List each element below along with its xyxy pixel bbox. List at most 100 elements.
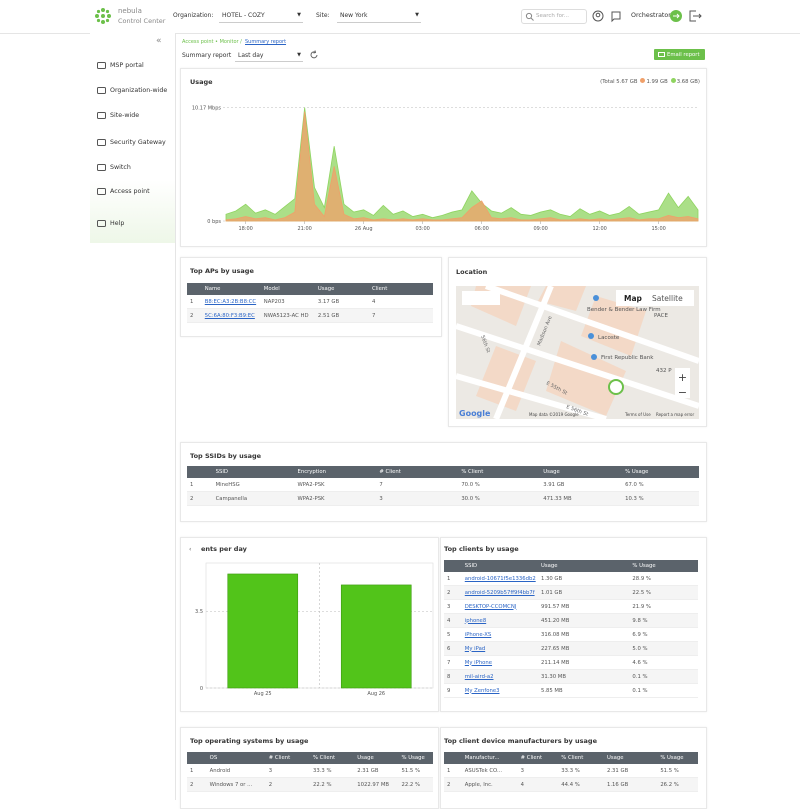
table-cell[interactable]: B8:EC:A3:2B:B8:CC [201, 295, 261, 309]
table-cell: 2.31 GB [603, 764, 658, 778]
user-name[interactable]: Orchestrator [631, 12, 671, 19]
table-cell: 51.5 % [398, 764, 433, 778]
org-select[interactable]: HOTEL - COZY ▼ [219, 9, 303, 23]
collapse[interactable]: « [156, 36, 162, 46]
map-tools[interactable] [462, 291, 500, 305]
breadcrumb: Access point • Monitor / [182, 39, 242, 45]
header-cell [187, 466, 213, 478]
zoom-controls[interactable] [675, 368, 690, 398]
table-cell: 2 [444, 777, 462, 792]
table-cell[interactable]: My iPad [461, 641, 538, 656]
back-arrow: ‹ [189, 546, 191, 553]
mail-icon [658, 52, 665, 57]
table-body: 1 Android 3 33.3 % 2.31 GB 51.5 % 2 Windows 7 o… [187, 764, 433, 792]
email-report-button[interactable]: Email report [654, 49, 705, 60]
table-cell: 7 [369, 308, 433, 323]
account-icons[interactable] [592, 9, 626, 23]
nav-item[interactable]: Access point [96, 186, 172, 197]
header-cell: % Usage [629, 560, 698, 572]
place-label: 432 P [656, 368, 672, 374]
table-cell: 1.16 GB [603, 777, 658, 792]
clients-chart: ents per day ‹ 0 3.5 Aug 25 Aug 26 [189, 545, 434, 697]
table-cell[interactable]: 5C:6A:80:F3:B9:EC [201, 308, 261, 323]
brand-sub: Control Center [118, 17, 166, 25]
table-head: SSID Encryption # Client% Client Usage% Usa… [187, 466, 699, 478]
header-cell: SSID [212, 466, 295, 478]
clients-per-day-panel: ents per day ‹ 0 3.5 Aug 25 Aug 26 [180, 537, 439, 712]
caret: ▼ [297, 52, 301, 58]
table-cell: 2 [187, 491, 213, 506]
legend-swatch [670, 78, 676, 83]
header-cell: Usage [540, 466, 623, 478]
table-cell: 0.1 % [629, 669, 698, 684]
table-cell: 6.9 % [629, 627, 698, 642]
table-cell[interactable]: android-10671f5e1336db2 [461, 572, 538, 586]
legend-total: (Total 5.67 GB [600, 79, 638, 85]
nav-item[interactable]: Site-wide [96, 110, 172, 121]
table-cell: 211.14 MB [537, 655, 630, 670]
table-row: 1 B8:EC:A3:2B:B8:CC NAP203 3.17 GB 4 [187, 295, 433, 309]
panel-title: Top SSIDs by usage [190, 452, 262, 460]
map[interactable]: Map Satellite + − Bender & Bender Law Fi… [456, 286, 699, 419]
nav-icon [97, 188, 106, 195]
table-cell: 3 [517, 764, 559, 778]
x-tick-label: 03:00 [415, 226, 429, 232]
data-table: OS # Client% Client Usage% Usage 1 Android 3 3… [187, 752, 433, 792]
table-cell: 22.5 % [629, 585, 698, 600]
table-cell: 8 [444, 669, 462, 684]
refresh[interactable] [309, 50, 319, 60]
site-select[interactable]: New York ▼ [337, 9, 421, 23]
satellite-button[interactable]: Satellite [652, 294, 683, 303]
nav-item[interactable]: Switch [96, 162, 172, 173]
table-cell[interactable]: My iPhone [461, 655, 538, 670]
nav-item[interactable]: Help [96, 218, 172, 229]
table-cell[interactable]: android-5209b57ff9f4bb7f [461, 585, 538, 600]
usage-panel: Usage (Total 5.67 GB 1.99 GB 3.68 GB) 0 bp… [180, 68, 707, 247]
place-label: Bender & Bender Law Firm [587, 307, 661, 313]
search-icon [525, 12, 534, 21]
nav-item[interactable]: MSP portal [96, 60, 172, 71]
place-label: PACE [654, 313, 668, 319]
map-type-toggle[interactable] [616, 290, 694, 306]
table-cell[interactable]: DESKTOP-CCOMCNJ [461, 599, 538, 614]
table-cell: 7 [376, 478, 459, 492]
table-row: 2 Apple, Inc. 4 44.4 % 1.16 GB 26.2 % [444, 777, 698, 792]
table-cell: ASUSTek CO... [461, 764, 518, 778]
period-select[interactable]: Last day ▼ [235, 49, 303, 62]
table-cell[interactable]: mil-aird-a2 [461, 669, 538, 684]
map-footer[interactable]: Report a map error [656, 412, 694, 417]
search-box[interactable]: Search for... [521, 9, 587, 24]
table-cell: 991.57 MB [537, 599, 630, 614]
table-row: 9 My Zenfone3 5.85 MB 0.1 % [444, 683, 698, 698]
header-cell: OS [206, 752, 266, 764]
table-cell: Windows 7 or ... [206, 777, 266, 792]
zoom-in[interactable]: + [678, 371, 687, 384]
table-cell: 33.3 % [558, 764, 604, 778]
breadcrumb-link[interactable]: Summary report [245, 39, 287, 45]
map-button[interactable]: Map [624, 294, 643, 303]
table-cell[interactable]: iPhone-XS [461, 627, 538, 642]
nav-item[interactable]: Security Gateway [96, 137, 172, 148]
nav-item[interactable]: Organization-wide [96, 85, 172, 96]
header-cell: Usage [603, 752, 658, 764]
nav-icon [97, 112, 106, 119]
table-cell: Android [206, 764, 266, 778]
street-label: 56th St [479, 335, 491, 354]
user-actions[interactable] [669, 9, 703, 23]
table-cell: WPA2-PSK [294, 478, 377, 492]
header-cell: Manufactur... [461, 752, 518, 764]
zoom-out[interactable]: − [678, 386, 687, 399]
header-cell: Usage [314, 283, 369, 295]
site-value: New York [340, 12, 368, 19]
table-cell: 22.2 % [398, 777, 433, 792]
panel-title: Top client device manufacturers by usage [444, 737, 597, 745]
table-cell: 2 [265, 777, 310, 792]
table-cell[interactable]: My Zenfone3 [461, 683, 538, 698]
table-row: 8 mil-aird-a2 31.30 MB 0.1 % [444, 669, 698, 684]
table-cell: 227.65 MB [537, 641, 630, 656]
map-footer[interactable]: Terms of Use [624, 412, 651, 417]
nav-label: Site-wide [110, 111, 140, 119]
table-cell[interactable]: iphone8 [461, 613, 538, 628]
ap-marker[interactable] [608, 379, 624, 395]
